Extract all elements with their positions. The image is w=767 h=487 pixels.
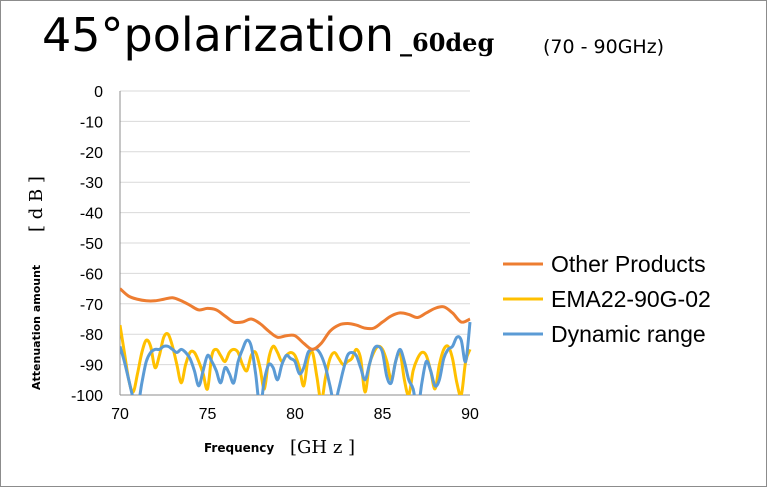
plot-area	[120, 287, 472, 395]
series-line	[120, 324, 472, 395]
legend-label: EMA22-90G-02	[551, 286, 711, 312]
x-tick-label: 85	[374, 406, 392, 423]
y-tick-label: -10	[80, 114, 103, 131]
y-tick-label: 0	[94, 84, 103, 101]
y-tick-label: -20	[80, 145, 103, 162]
x-tick-labels: 70 75 80 85 90	[111, 406, 479, 423]
axes	[119, 91, 470, 396]
legend-label: Other Products	[551, 251, 706, 277]
y-axis-label: Attenuation amount	[30, 265, 43, 390]
x-axis-unit: [GH z ]	[290, 437, 355, 458]
y-tick-label: -90	[80, 358, 103, 375]
y-tick-label: -100	[71, 388, 103, 405]
series-line	[120, 321, 472, 395]
x-tick-label: 80	[286, 406, 304, 423]
y-tick-label: -70	[80, 297, 103, 314]
y-tick-label: -50	[80, 236, 103, 253]
y-tick-label: -40	[80, 206, 103, 223]
chart-title: 45°polarization	[42, 8, 394, 62]
chart-title-suffix: _60deg	[400, 28, 495, 57]
x-tick-label: 70	[111, 406, 129, 423]
series-line	[120, 287, 471, 351]
y-tick-label: -80	[80, 327, 103, 344]
x-axis-label: Frequency	[204, 441, 274, 455]
y-tick-label: -60	[80, 266, 103, 283]
x-tick-label: 90	[461, 406, 479, 423]
chart-subtitle: (70 - 90GHz)	[543, 36, 665, 58]
legend-label: Dynamic range	[551, 321, 706, 347]
x-tick-label: 75	[199, 406, 217, 423]
y-tick-labels: 0 -10 -20 -30 -40 -50 -60 -70 -80 -90 -100	[71, 84, 103, 405]
legend: Other Products EMA22-90G-02 Dynamic range	[503, 251, 711, 347]
y-axis-unit: [ d B ]	[26, 176, 47, 232]
y-tick-label: -30	[80, 175, 103, 192]
